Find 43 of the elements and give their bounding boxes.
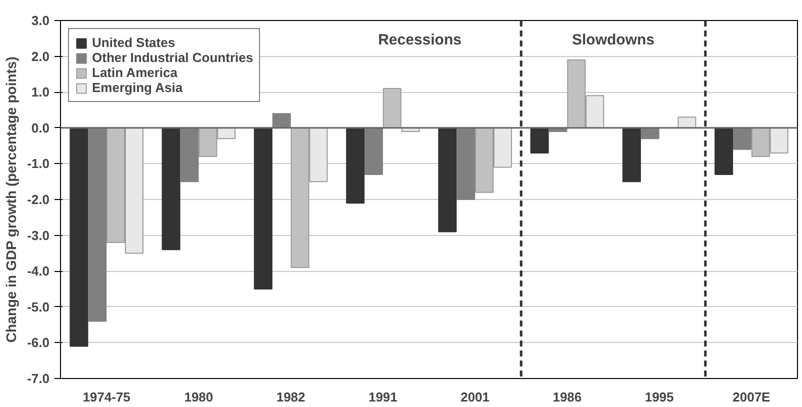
bar: [456, 127, 476, 200]
x-tick-label: 2007E: [732, 390, 771, 404]
x-tick-label: 1974-75: [82, 390, 130, 404]
bar: [70, 127, 88, 347]
annotation: Slowdowns: [572, 32, 654, 48]
bar: [714, 127, 734, 175]
x-tick-label: 2001: [460, 390, 490, 404]
annotation: Recessions: [378, 32, 462, 48]
legend-label: Other Industrial Countries: [92, 50, 254, 65]
bar: [678, 116, 696, 128]
x-tick-label: 1991: [368, 390, 398, 404]
x-tick-label: 1995: [644, 390, 674, 404]
bar: [162, 127, 180, 250]
x-tick-label: 1982: [276, 390, 306, 404]
y-axis-title: Change in GDP growth (percentage points): [3, 56, 20, 343]
bar: [530, 127, 549, 154]
x-tick-label: 1986: [552, 390, 582, 404]
bar: [622, 127, 641, 182]
bar: [272, 113, 291, 128]
bar: [88, 127, 107, 322]
bar: [382, 88, 402, 128]
y-tick-label: 3.0: [31, 13, 50, 28]
legend-label: United States: [92, 35, 176, 50]
bar: [640, 127, 660, 140]
y-tick-label: -3.0: [27, 228, 50, 243]
bar: [364, 127, 383, 175]
y-tick-label: 0.0: [31, 120, 50, 136]
bar: [254, 127, 272, 290]
y-tick-label: -6.0: [27, 335, 50, 350]
y-tick-label: -4.0: [27, 264, 50, 279]
legend-label: Latin America: [92, 65, 178, 80]
bar: [180, 127, 199, 182]
y-tick-label: 1.0: [31, 84, 50, 100]
x-tick-label: 1980: [184, 390, 214, 404]
y-tick-label: -1.0: [27, 156, 50, 172]
y-tick-label: -5.0: [27, 299, 50, 314]
y-tick-label: -7.0: [27, 371, 50, 386]
legend-label: Emerging Asia: [92, 80, 183, 95]
y-tick-label: -2.0: [27, 192, 50, 207]
bar: [346, 127, 365, 204]
bar: [438, 127, 457, 232]
y-tick-label: 2.0: [31, 48, 50, 64]
bar: [732, 127, 752, 150]
